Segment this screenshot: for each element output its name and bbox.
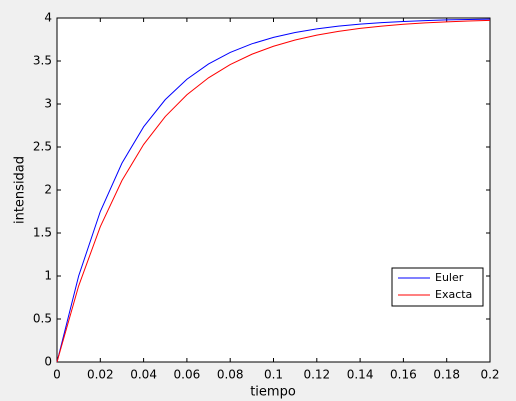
y-tick-label: 3.5 (33, 54, 52, 68)
y-tick-label: 1.5 (33, 226, 52, 240)
line (56, 18, 491, 363)
legend-label: Euler (435, 271, 464, 284)
x-tick-label: 0.08 (217, 368, 244, 382)
line (56, 19, 491, 363)
legend-label: Exacta (435, 288, 472, 301)
x-tick-label: 0.06 (174, 368, 201, 382)
x-tick-label: 0 (53, 368, 61, 382)
x-tick-label: 0.04 (130, 368, 157, 382)
legend-box (391, 267, 484, 307)
plot-area (57, 18, 490, 362)
axes-box (56, 17, 491, 363)
x-tick-label: 0.18 (433, 368, 460, 382)
x-tick-label: 0.16 (390, 368, 417, 382)
y-axis-label: intensidad (13, 156, 28, 224)
x-tick-label: 0.1 (264, 368, 283, 382)
y-tick-label: 0 (44, 355, 52, 369)
x-tick-label: 0.12 (303, 368, 330, 382)
x-tick-label: 0.2 (480, 368, 499, 382)
y-tick-label: 2 (44, 183, 52, 197)
y-tick-label: 0.5 (33, 312, 52, 326)
x-tick-label: 0.14 (347, 368, 374, 382)
x-axis-label: tiempo (250, 385, 296, 400)
y-tick-label: 4 (44, 11, 52, 25)
x-tick-label: 0.02 (87, 368, 114, 382)
y-tick-label: 1 (44, 269, 52, 283)
y-tick-label: 2.5 (33, 140, 52, 154)
y-tick-label: 3 (44, 97, 52, 111)
